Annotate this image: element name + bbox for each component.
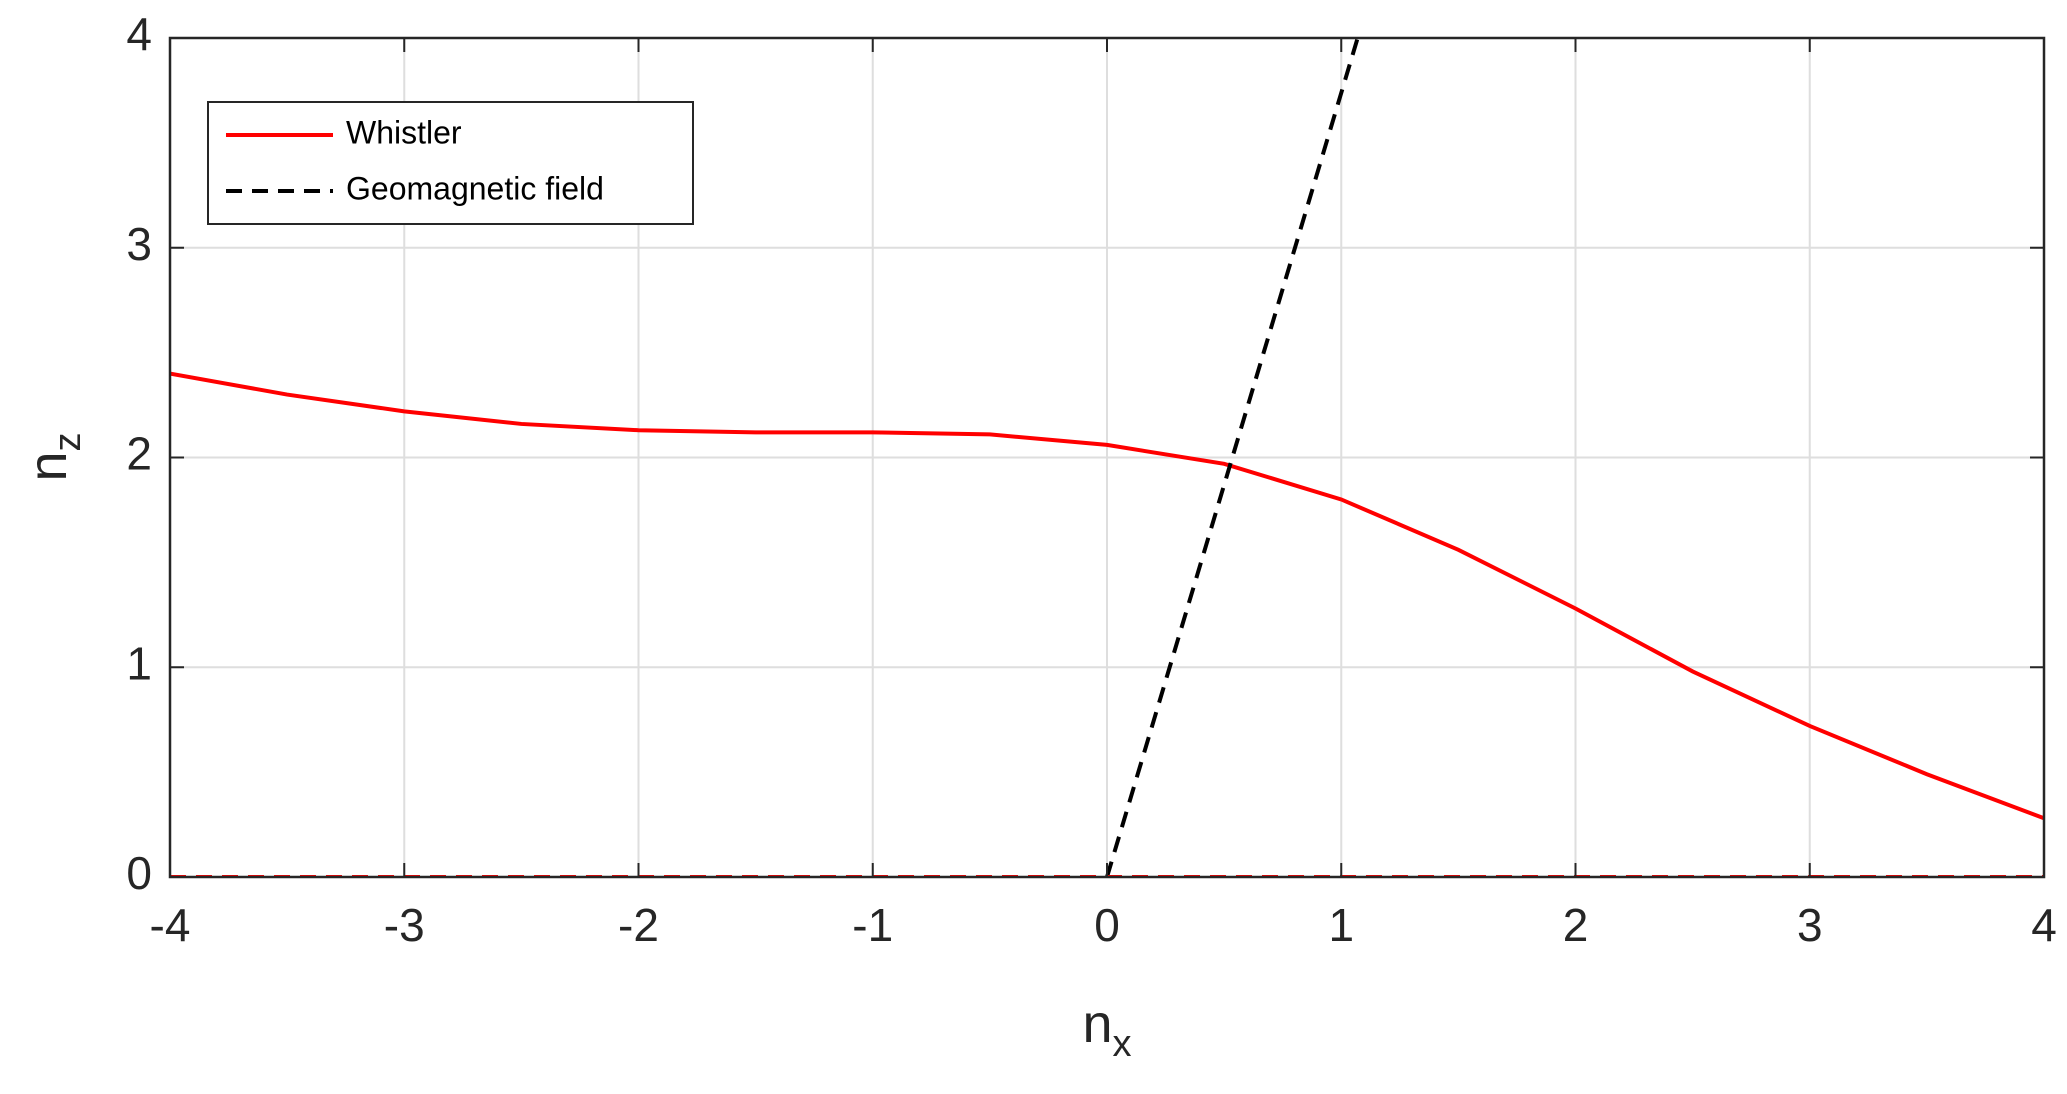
y-label-base: n xyxy=(18,451,78,481)
x-label-sub: x xyxy=(1113,1023,1132,1065)
x-tick-label: 1 xyxy=(1328,899,1354,951)
legend-label: Geomagnetic field xyxy=(346,170,604,206)
axes-box xyxy=(168,36,2046,879)
y-tick-label: 3 xyxy=(126,218,152,270)
frame: -4 -3 -2 -1 0 1 2 3 4 0 1 2 3 4 xyxy=(126,8,2056,951)
y-tick-label: 0 xyxy=(126,847,152,899)
x-tick-label: 3 xyxy=(1797,899,1823,951)
x-tick-label: 2 xyxy=(1563,899,1589,951)
x-tick-label: -4 xyxy=(150,899,191,951)
y-label-sub: z xyxy=(47,432,89,451)
x-tick-label: -2 xyxy=(618,899,659,951)
x-label-base: n xyxy=(1082,994,1112,1054)
series-line xyxy=(1105,38,1360,877)
x-tick-label: 0 xyxy=(1094,899,1120,951)
y-tick-label: 2 xyxy=(126,428,152,480)
y-tick-label: 1 xyxy=(126,637,152,689)
x-tick-label: 4 xyxy=(2031,899,2057,951)
y-axis-label: nz xyxy=(18,432,89,481)
legend-box xyxy=(207,101,694,225)
y-tick-label: 4 xyxy=(126,8,152,60)
lines xyxy=(170,38,2044,877)
x-tick-label: -3 xyxy=(384,899,425,951)
x-axis-label: nx xyxy=(1082,994,1131,1065)
legend-label: Whistler xyxy=(346,114,462,150)
series-line xyxy=(170,371,2044,821)
x-tick-label: -1 xyxy=(852,899,893,951)
legend: Whistler Geomagnetic field xyxy=(207,101,694,225)
